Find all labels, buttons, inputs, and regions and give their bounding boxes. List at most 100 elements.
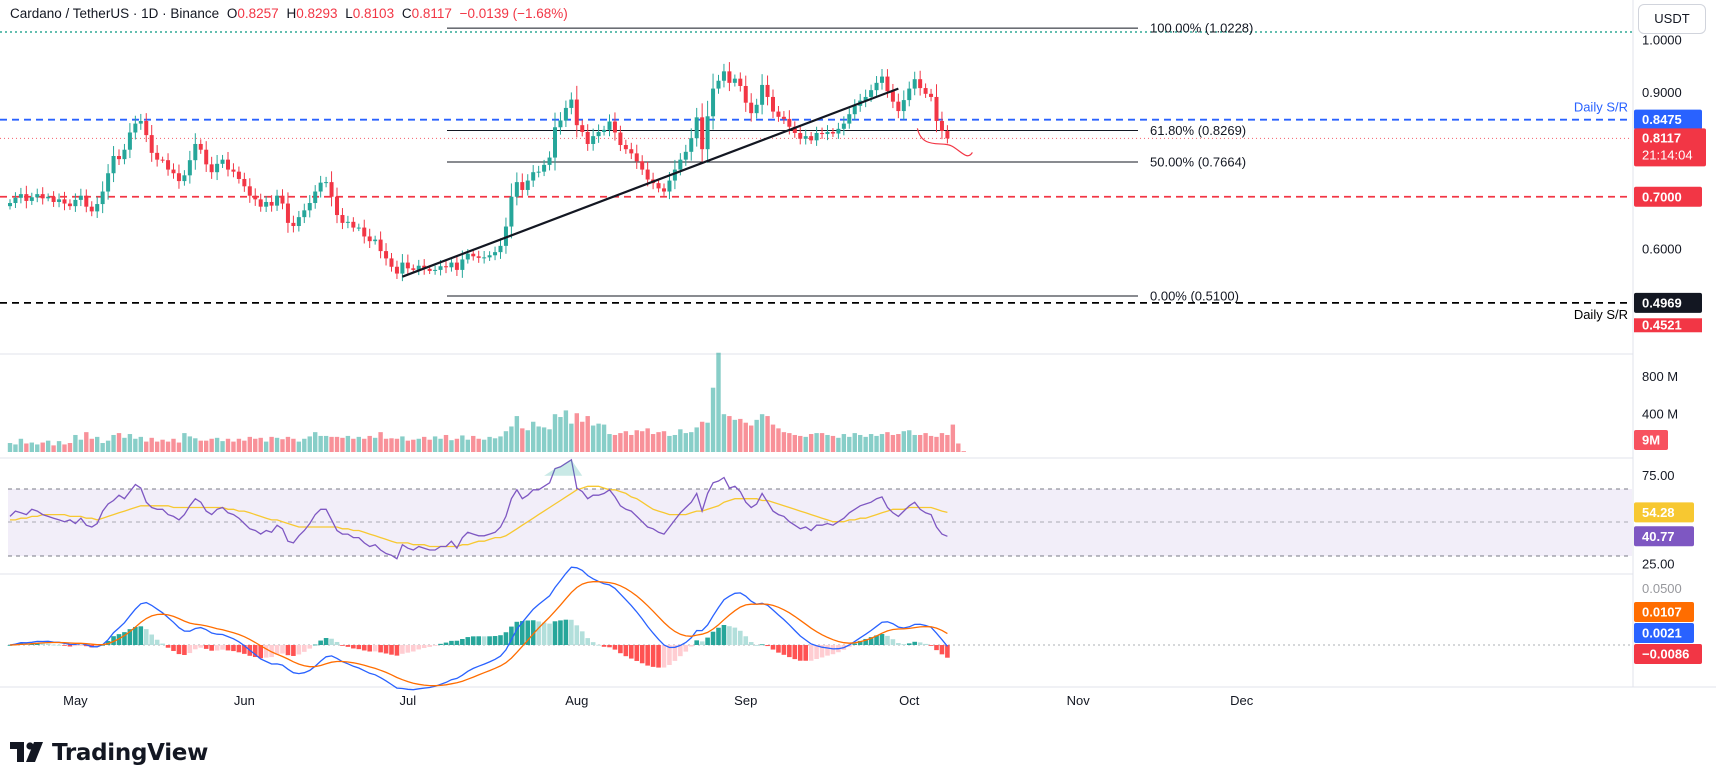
- candle: [830, 131, 835, 134]
- volume-bar: [182, 433, 187, 452]
- candle: [242, 178, 247, 187]
- volume-bar: [710, 387, 716, 452]
- candle: [493, 252, 498, 256]
- macd-histogram-bar: [154, 639, 160, 645]
- volume-bar: [45, 440, 51, 452]
- candle: [307, 203, 312, 211]
- macd-histogram-bar: [770, 645, 776, 650]
- volume-bar: [225, 438, 231, 452]
- candle: [433, 269, 438, 271]
- volume-bar: [727, 416, 732, 452]
- macd-histogram-bar: [465, 637, 471, 645]
- macd-histogram-bar: [236, 645, 242, 653]
- price-axis-tick: 0.9000: [1642, 85, 1682, 100]
- trendline[interactable]: [402, 87, 973, 278]
- volume-bar: [24, 443, 29, 452]
- macd-histogram-bar: [536, 621, 541, 645]
- macd-hist-tag: −0.0086: [1642, 647, 1689, 662]
- sr-price-tag-bg: [1634, 292, 1702, 313]
- macd-histogram-bar: [334, 641, 340, 645]
- candle: [623, 145, 628, 150]
- candle: [133, 123, 138, 133]
- volume-axis-tick: 800 M: [1642, 369, 1678, 384]
- macd-histogram-bar: [623, 645, 629, 657]
- macd-histogram-bar: [56, 644, 62, 646]
- macd-histogram-bar: [585, 638, 590, 645]
- volume-bar: [547, 429, 552, 452]
- volume-bar: [454, 438, 460, 452]
- macd-histogram-bar: [416, 645, 422, 650]
- macd-signal-line: [9, 580, 948, 687]
- volume-bar: [863, 436, 868, 452]
- macd-histogram-bar: [743, 636, 749, 645]
- macd-histogram-bar: [852, 643, 858, 645]
- macd-histogram-bar: [405, 645, 411, 653]
- candle: [918, 79, 923, 89]
- volume-bar: [269, 436, 274, 452]
- candle: [563, 107, 568, 121]
- low-label: L: [345, 6, 353, 21]
- volume-bar: [678, 429, 683, 452]
- candles: [8, 62, 950, 282]
- macd-histogram-bar: [165, 645, 171, 648]
- candle: [476, 256, 481, 258]
- candle: [275, 195, 280, 206]
- macd-histogram-bar: [579, 631, 585, 645]
- volume-bar: [525, 430, 530, 452]
- candle: [149, 135, 154, 153]
- candle: [220, 159, 225, 164]
- candle: [400, 262, 405, 274]
- volume-bars: [7, 352, 966, 452]
- macd-histogram-bar: [509, 626, 514, 645]
- volume-bar: [116, 433, 122, 452]
- currency-button[interactable]: USDT: [1638, 4, 1706, 34]
- candle: [672, 169, 677, 181]
- volume-bar: [29, 442, 34, 452]
- macd-histogram-bar: [411, 645, 416, 652]
- volume-bar: [187, 436, 193, 452]
- candle: [160, 159, 165, 161]
- volume-bar: [356, 436, 361, 452]
- rsi-line: [9, 458, 948, 560]
- rsi-ma-line: [10, 485, 948, 548]
- macd-histogram-bar: [787, 645, 792, 658]
- macd-histogram-bar: [307, 645, 313, 649]
- macd-histogram-bar: [923, 643, 928, 645]
- macd-histogram-bar: [356, 645, 362, 650]
- macd-histogram-bar: [340, 645, 345, 646]
- macd-histogram-bar: [285, 645, 291, 656]
- macd-histogram-bar: [323, 638, 329, 645]
- macd-histogram-bar: [710, 631, 716, 645]
- fib-levels: 100.00% (1.0228) 61.80% (0.8269) 50.00% (0…: [447, 21, 1253, 304]
- macd-histogram-bar: [62, 645, 67, 646]
- candle: [111, 155, 116, 174]
- volume-bar: [721, 414, 727, 452]
- candle: [923, 88, 928, 94]
- candle: [820, 133, 825, 135]
- countdown-tag: 21:14:04: [1642, 147, 1693, 162]
- volume-bar: [885, 432, 890, 452]
- macd-histogram-bar: [372, 645, 378, 652]
- macd-histogram-bar: [738, 630, 743, 645]
- volume-bar: [487, 436, 492, 452]
- tradingview-logo[interactable]: TradingView: [10, 740, 208, 766]
- candle: [329, 182, 334, 197]
- volume-bar: [847, 436, 852, 452]
- macd-histogram-bar: [127, 629, 133, 645]
- rsi-axis-tick: 75.00: [1642, 468, 1675, 483]
- symbol-legend[interactable]: Cardano / TetherUS · 1D · Binance O0.825…: [10, 6, 568, 21]
- macd-histogram-bar: [296, 645, 302, 655]
- macd-histogram-bar: [274, 645, 280, 655]
- volume-bar: [40, 442, 45, 452]
- macd-histogram-bar: [329, 638, 334, 645]
- volume-bar: [242, 440, 247, 452]
- candle: [803, 136, 808, 139]
- macd-histogram-bar: [263, 645, 269, 658]
- candle: [781, 116, 786, 119]
- candle: [231, 169, 236, 172]
- candle: [585, 131, 590, 144]
- trendline-line: [402, 87, 899, 278]
- volume-bar: [67, 443, 73, 452]
- volume-bar: [819, 433, 825, 452]
